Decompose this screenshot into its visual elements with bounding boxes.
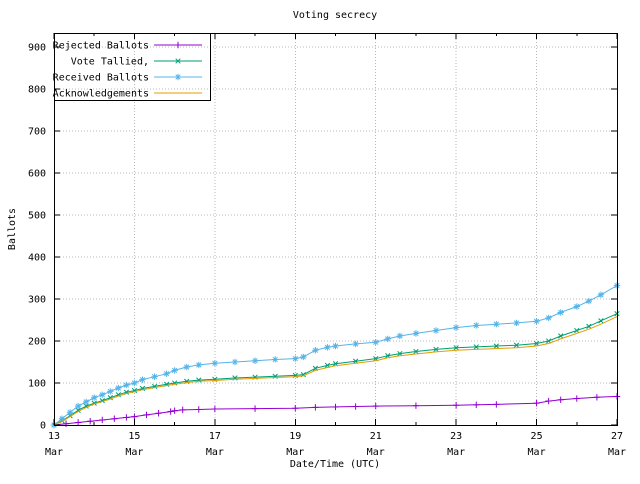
- x-tick-label-day: 23: [450, 431, 462, 442]
- legend: Rejected Ballots Vote Tallied, Received Ba…: [53, 33, 211, 101]
- legend-marker-sample: [175, 58, 181, 64]
- x-tick-label-month: Mar: [206, 447, 224, 458]
- legend-label: Vote Tallied,: [71, 57, 149, 68]
- series-received-ballots: [50, 282, 621, 429]
- legend-marker-sample: [174, 73, 182, 81]
- legend-label: Rejected Ballots: [53, 41, 149, 52]
- axes: [53, 33, 618, 426]
- tick-labels: 0 100 200 300 400 500 600 700 800 900 13 Mar 15 Mar 17…: [28, 43, 626, 459]
- x-tick-label-day: 25: [531, 431, 543, 442]
- y-tick-label: 400: [28, 253, 46, 264]
- y-tick-label: 200: [28, 337, 46, 348]
- y-tick-label: 800: [28, 85, 46, 96]
- y-tick-label: 300: [28, 295, 46, 306]
- x-tick-label-month: Mar: [125, 447, 143, 458]
- series-line-rejected-ballots: [53, 395, 618, 426]
- grid: [54, 33, 617, 425]
- series-group: [50, 282, 621, 429]
- x-tick-label-month: Mar: [447, 447, 465, 458]
- x-tick-label-month: Mar: [608, 447, 626, 458]
- y-tick-label: 100: [28, 379, 46, 390]
- x-tick-label-month: Mar: [286, 447, 304, 458]
- legend-marker-sample: [174, 41, 182, 49]
- legend-item: Rejected Ballots: [53, 41, 202, 52]
- y-axis-label: Ballots: [7, 208, 18, 250]
- x-tick-label-day: 19: [289, 431, 301, 442]
- y-tick-label: 0: [40, 421, 46, 432]
- series-line-acknowledgements: [53, 316, 618, 426]
- x-axis-label: Date/Time (UTC): [290, 459, 380, 470]
- legend-label: Acknowledgements: [53, 89, 149, 100]
- y-tick-label: 700: [28, 127, 46, 138]
- x-tick-label-month: Mar: [45, 447, 63, 458]
- legend-item: Received Ballots: [53, 73, 202, 84]
- chart-title: Voting secrecy: [293, 10, 377, 21]
- x-tick-label-day: 27: [611, 431, 623, 442]
- x-tick-label-day: 17: [209, 431, 221, 442]
- legend-item: Vote Tallied,: [71, 57, 202, 68]
- x-tick-label-day: 15: [128, 431, 140, 442]
- series-acknowledgements: [53, 316, 618, 426]
- y-tick-label: 900: [28, 43, 46, 54]
- x-tick-label-month: Mar: [367, 447, 385, 458]
- x-tick-label-day: 21: [370, 431, 382, 442]
- y-tick-label: 500: [28, 211, 46, 222]
- legend-box: [54, 33, 211, 101]
- legend-item: Acknowledgements: [53, 89, 202, 100]
- x-tick-label-month: Mar: [528, 447, 546, 458]
- y-tick-label: 600: [28, 169, 46, 180]
- x-tick-label-day: 13: [48, 431, 60, 442]
- legend-label: Received Ballots: [53, 73, 149, 84]
